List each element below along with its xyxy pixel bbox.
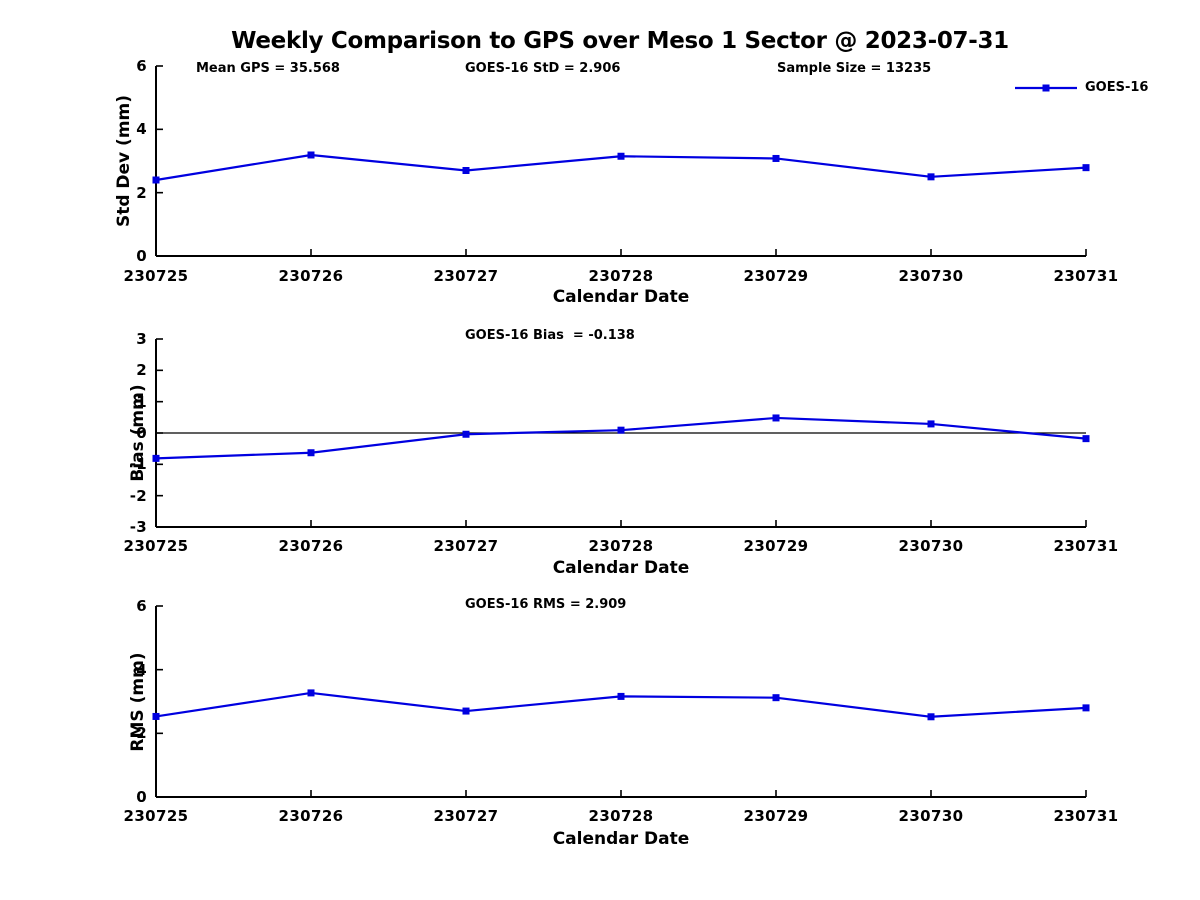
y-tick-label: 6 (136, 597, 147, 615)
x-tick-label: 230725 (123, 537, 189, 555)
y-tick-label: 1 (136, 392, 147, 411)
x-axis-label: Calendar Date (552, 829, 690, 849)
x-tick-label: 230725 (123, 267, 189, 285)
series-marker (307, 449, 315, 457)
y-tick-label: -1 (129, 455, 147, 474)
subplot-bias (152, 338, 1090, 528)
y-tick-label: 4 (136, 120, 147, 139)
legend-line-marker-icon (1015, 84, 1077, 91)
y-axis-label: RMS (mm) (128, 651, 148, 752)
x-tick-label: 230730 (898, 267, 964, 285)
x-axis-label: Calendar Date (552, 287, 690, 307)
y-tick-label: 0 (136, 424, 147, 442)
series-marker (152, 176, 160, 184)
x-tick-label: 230728 (588, 537, 654, 555)
y-tick-label: 4 (136, 660, 147, 679)
series-marker (462, 430, 470, 438)
series-marker (617, 426, 625, 434)
series-marker (617, 692, 625, 700)
series-marker (462, 167, 470, 174)
x-tick-label: 230726 (278, 267, 344, 285)
subplot-rms (152, 605, 1090, 798)
x-tick-label: 230729 (743, 807, 809, 825)
x-tick-label: 230728 (588, 807, 654, 825)
series-marker (927, 713, 935, 721)
x-tick-label: 230729 (743, 267, 809, 285)
y-tick-label: -2 (129, 486, 147, 505)
annotation: GOES-16 RMS = 2.909 (465, 597, 627, 612)
y-tick-label: -3 (129, 518, 147, 536)
series-marker (307, 689, 315, 697)
x-tick-label: 230730 (898, 807, 964, 825)
series-line (155, 416, 1087, 460)
x-axis-label: Calendar Date (552, 558, 690, 578)
x-tick-label: 230731 (1053, 807, 1119, 825)
series-marker (927, 173, 935, 181)
series-marker (617, 152, 625, 160)
x-tick-label: 230731 (1053, 537, 1119, 555)
figure-title: Weekly Comparison to GPS over Meso 1 Sec… (231, 28, 1009, 54)
annotation: GOES-16 StD = 2.906 (465, 61, 621, 76)
x-tick-label: 230731 (1053, 267, 1119, 285)
series-marker (772, 154, 780, 162)
y-tick-label: 2 (136, 183, 147, 202)
series-marker (1082, 704, 1090, 712)
series-marker (927, 420, 935, 428)
x-tick-label: 230726 (278, 807, 344, 825)
x-tick-label: 230728 (588, 267, 654, 285)
y-tick-label: 3 (136, 330, 147, 348)
series-marker (1082, 435, 1090, 443)
y-tick-label: 6 (136, 57, 147, 75)
annotation: GOES-16 Bias = -0.138 (465, 328, 635, 343)
series-marker (152, 712, 160, 720)
x-tick-label: 230725 (123, 807, 189, 825)
x-tick-label: 230727 (433, 537, 499, 555)
x-tick-label: 230730 (898, 537, 964, 555)
series-marker (462, 707, 470, 715)
y-tick-label: 0 (136, 247, 147, 265)
x-tick-label: 230727 (433, 267, 499, 285)
series-marker (152, 454, 160, 462)
x-tick-label: 230727 (433, 807, 499, 825)
legend: GOES-16 (1014, 80, 1148, 95)
series-marker (772, 414, 780, 422)
x-tick-label: 230729 (743, 537, 809, 555)
annotation: Mean GPS = 35.568 (196, 61, 340, 76)
legend-label: GOES-16 (1085, 80, 1149, 95)
y-axis-label: Std Dev (mm) (114, 94, 134, 228)
y-tick-label: 2 (136, 724, 147, 743)
series-marker (772, 694, 780, 702)
y-tick-label: 2 (136, 361, 147, 380)
x-tick-label: 230726 (278, 537, 344, 555)
annotation: Sample Size = 13235 (777, 61, 932, 76)
series-marker (307, 151, 315, 159)
y-tick-label: 0 (136, 788, 147, 806)
y-axis-label: Bias (mm) (128, 384, 148, 482)
series-marker (1082, 164, 1090, 172)
subplot-stddev (152, 65, 1090, 257)
